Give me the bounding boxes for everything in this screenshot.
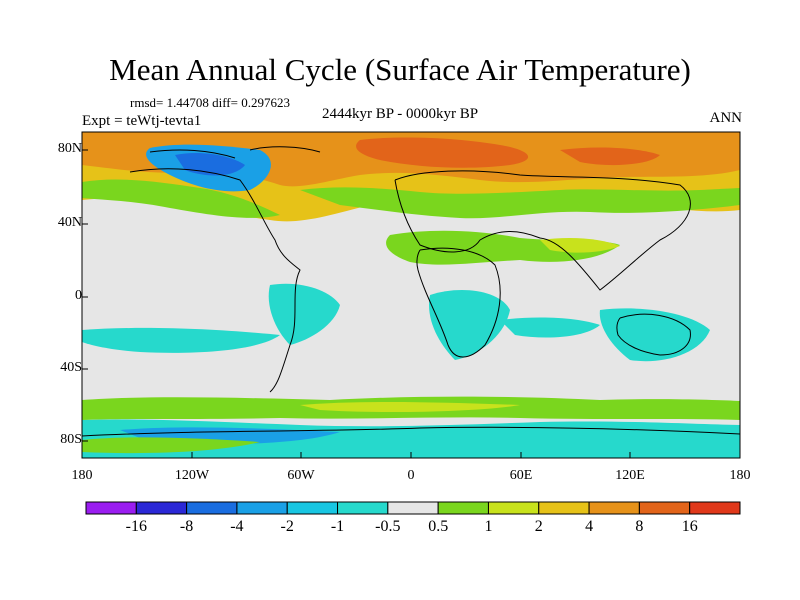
colorbar-label: -2 [280,518,294,535]
lon-label-60e: 60E [509,468,533,483]
colorbar-label: 2 [534,518,543,535]
season-label: ANN [709,110,743,126]
colorbar-label: 0.5 [428,518,449,535]
colorbar-label: 8 [635,518,644,535]
lon-label-180e: 180 [729,468,751,483]
southern-ocean-yellow [300,401,520,413]
colorbar-swatch [85,501,137,515]
eurasia-green-band [300,187,740,219]
colorbar-label: -16 [125,518,147,535]
subtropics-green [386,230,620,265]
colorbar-swatch [487,501,540,515]
lat-label-80s: 80S [60,432,82,447]
lon-label-60w: 60W [287,468,315,483]
colorbar-swatch [135,501,188,515]
indian-ocean-cool [500,317,600,338]
antarctic-green [82,437,260,454]
colorbar-swatch [638,501,691,515]
colorbar-label: -1 [330,518,345,535]
colorbar-label: -4 [230,518,244,535]
colorbar-swatch [689,501,741,515]
axis-ticks [82,149,631,458]
lat-label-80n: 80N [57,141,82,156]
colorbar [85,501,741,515]
colorbar-swatch [437,501,489,515]
asia-yellow [540,238,620,253]
lat-label-0: 0 [75,288,82,303]
lon-label-0: 0 [407,468,415,483]
lon-label-180w: 180 [71,468,93,483]
lat-label-40s: 40S [60,360,82,375]
australia-cool [599,308,710,362]
north-pacific-green [82,179,280,218]
colorbar-label: -8 [179,518,194,535]
arctic-hotspot [356,137,529,168]
lat-label-40n: 40N [57,215,82,230]
south-pacific-cool [82,327,280,353]
experiment-label: Expt = teWtj-tevta1 [82,113,202,129]
period-label: 2444kyr BP - 0000kyr BP [322,106,479,122]
colorbar-swatch [387,501,439,515]
colorbar-swatch [588,501,640,515]
colorbar-swatch [186,501,238,515]
coastlines [82,146,740,437]
colorbar-swatch [286,501,339,515]
colorbar-swatch [538,501,590,515]
colorbar-label: -0.5 [375,518,401,535]
map-title: Mean Annual Cycle (Surface Air Temperatu… [109,52,691,87]
lon-label-120w: 120W [174,468,210,483]
colorbar-label: 1 [484,518,493,535]
colorbar-swatch [236,501,288,515]
colorbar-label: 4 [585,518,594,535]
colorbar-swatch [337,501,389,515]
colorbar-label: 16 [681,518,698,535]
siberia-hotspot [560,147,660,166]
africa-cool [429,290,510,360]
lon-label-120e: 120E [615,468,645,483]
south-america-cool [268,283,340,345]
stats-text: rmsd= 1.44708 diff= 0.297623 [130,95,290,110]
